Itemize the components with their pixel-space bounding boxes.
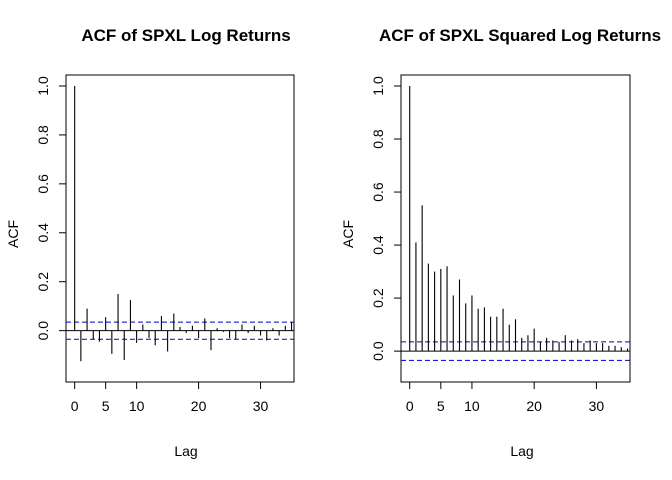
chart-title: ACF of SPXL Squared Log Returns (379, 26, 661, 45)
x-axis-label: Lag (174, 443, 197, 459)
plot-frame (400, 74, 631, 383)
y-tick-label: 1.0 (370, 76, 386, 96)
plot-frame (65, 74, 295, 383)
y-tick-label: 0.4 (35, 223, 51, 243)
x-tick-label: 30 (589, 398, 605, 414)
y-tick-label: 0.8 (370, 129, 386, 149)
y-tick-label: 0.0 (35, 321, 51, 341)
y-tick-label: 0.2 (370, 288, 386, 308)
x-tick-label: 10 (129, 398, 145, 414)
x-tick-label: 0 (71, 398, 79, 414)
acf-log-returns-panel: ACF of SPXL Log Returns Lag ACF 0 5 10 20 30… (5, 26, 295, 459)
x-tick-label: 5 (437, 398, 445, 414)
x-tick-label: 30 (253, 398, 269, 414)
acf-squared-log-returns-panel: ACF of SPXL Squared Log Returns Lag ACF … (340, 26, 661, 459)
y-tick-label: 0.8 (35, 125, 51, 145)
x-tick-label: 20 (526, 398, 542, 414)
chart-title: ACF of SPXL Log Returns (81, 26, 290, 45)
y-tick-label: 0.4 (370, 235, 386, 255)
x-axis-label: Lag (510, 443, 533, 459)
y-tick-label: 0.2 (35, 272, 51, 292)
y-tick-label: 1.0 (35, 76, 51, 96)
x-tick-label: 0 (406, 398, 414, 414)
x-tick-label: 20 (191, 398, 207, 414)
y-axis-label: ACF (340, 220, 356, 248)
y-tick-label: 0.6 (35, 174, 51, 194)
x-tick-label: 5 (102, 398, 110, 414)
x-tick-label: 10 (464, 398, 480, 414)
plot-area: 0 5 10 20 30 0.0 0.2 0.4 0.6 0.8 1.0 (35, 74, 295, 414)
plot-area: 0 5 10 20 30 0.0 0.2 0.4 0.6 0.8 1.0 (370, 74, 631, 414)
y-axis-label: ACF (5, 220, 21, 248)
y-tick-label: 0.0 (370, 341, 386, 361)
y-tick-label: 0.6 (370, 182, 386, 202)
